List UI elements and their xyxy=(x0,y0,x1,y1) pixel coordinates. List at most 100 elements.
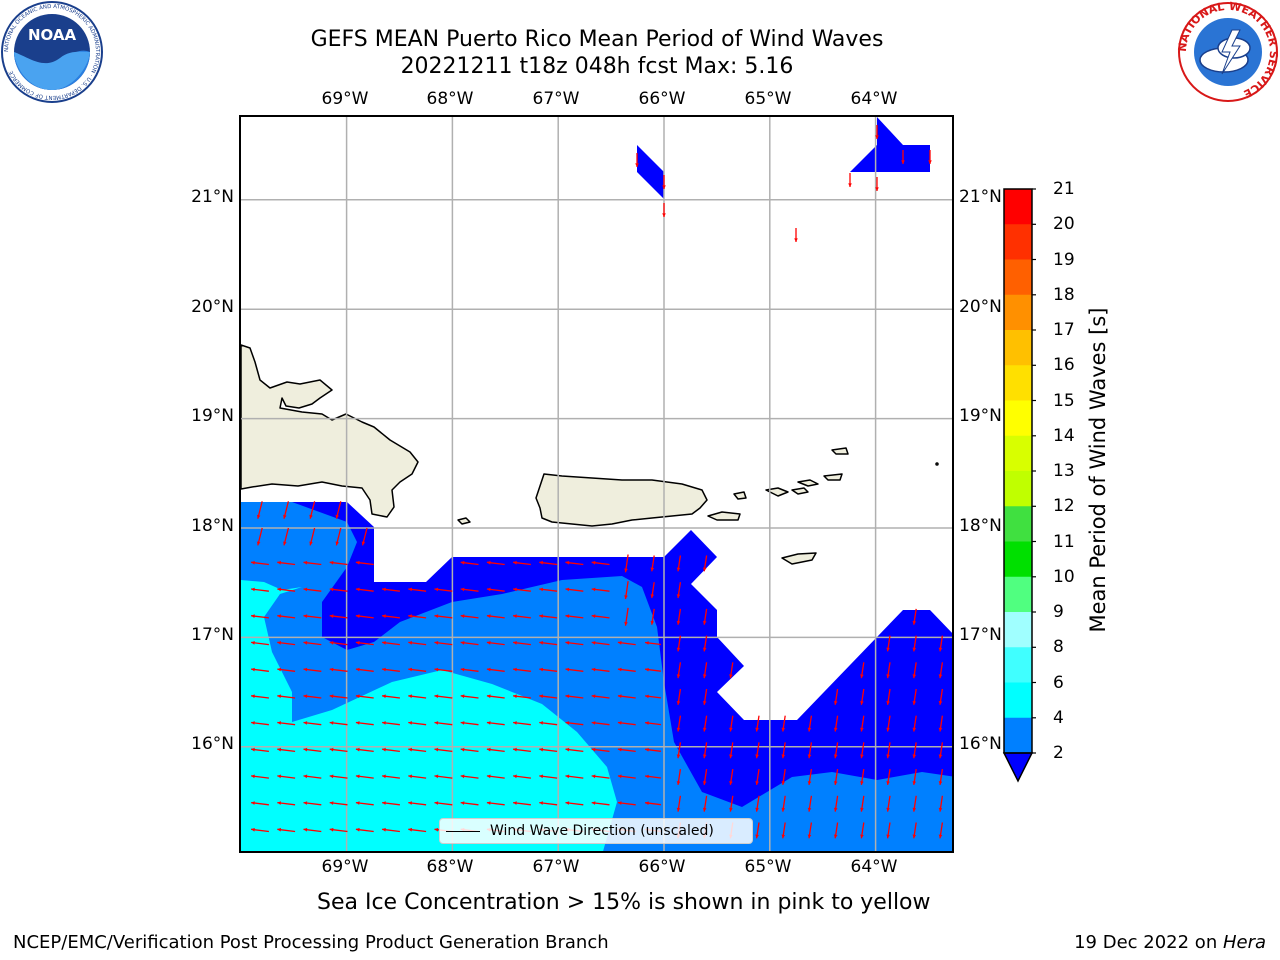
wave-direction-arrowhead xyxy=(539,641,543,645)
wave-direction-arrowhead xyxy=(251,721,255,725)
wave-direction-arrowhead xyxy=(329,721,334,725)
wave-direction-arrowhead xyxy=(303,801,308,805)
wave-direction-arrowhead xyxy=(539,721,543,725)
wave-direction-arrowhead xyxy=(591,774,596,779)
wave-direction-arrowhead xyxy=(624,568,628,573)
wave-direction-arrowhead xyxy=(591,614,596,618)
chart-subtitle-run: 20221211 t18z 048h fcst Max: 5.16 xyxy=(400,54,794,79)
wave-direction-arrowhead xyxy=(645,748,649,752)
wave-direction-arrowhead xyxy=(912,807,917,812)
wave-direction-arrowhead xyxy=(251,694,255,699)
wave-direction-arrowhead xyxy=(729,807,733,812)
wave-direction-arrowhead xyxy=(650,567,655,572)
colorbar-tick-label: 14 xyxy=(1053,425,1075,446)
wave-direction-arrowhead xyxy=(702,781,707,785)
wave-direction-arrowhead xyxy=(886,834,890,839)
lat-label-left: 17°N xyxy=(191,625,234,645)
colorbar-segment xyxy=(1004,717,1032,754)
wave-direction-arrowhead xyxy=(729,674,733,679)
wave-direction-arrowhead xyxy=(309,541,313,546)
wave-direction-arrowhead xyxy=(591,560,596,565)
wave-direction-arrowhead xyxy=(434,667,439,672)
wave-direction-arrowhead xyxy=(938,647,943,652)
wave-direction-arrowhead xyxy=(645,721,649,725)
wave-direction-arrowhead xyxy=(513,560,517,565)
wave-direction-arrowhead xyxy=(251,774,255,779)
wave-direction-arrowhead xyxy=(460,667,465,672)
wave-direction-arrowhead xyxy=(912,834,917,839)
lon-label-bottom: 66°W xyxy=(638,857,686,877)
wave-direction-arrowhead xyxy=(256,541,261,546)
wave-direction-arrowhead xyxy=(912,701,917,705)
wave-direction-arrowhead xyxy=(434,641,439,645)
wave-direction-arrowhead xyxy=(833,781,838,785)
lat-label-left: 20°N xyxy=(191,297,234,317)
colorbar-segment xyxy=(1004,330,1032,366)
credit-date-text: 19 Dec 2022 on xyxy=(1074,932,1223,953)
wave-direction-arrowhead xyxy=(303,747,308,752)
wave-direction-arrowhead xyxy=(408,614,412,618)
noaa-logo-text: NOAA xyxy=(28,26,77,44)
colorbar-tick-label: 8 xyxy=(1053,637,1064,658)
wave-direction-arrowhead xyxy=(303,614,308,618)
wave-direction-arrowhead xyxy=(539,667,543,672)
wave-direction-arrowhead xyxy=(486,774,491,779)
wave-direction-arrowhead xyxy=(565,614,570,618)
land-tortola xyxy=(797,479,819,487)
wave-direction-arrowhead xyxy=(277,614,281,618)
wave-direction-arrowhead xyxy=(283,541,287,546)
wave-direction-arrowhead xyxy=(460,721,465,725)
wave-direction-arrowhead xyxy=(565,694,570,699)
colorbar-segment xyxy=(1004,471,1032,507)
wave-direction-arrowhead xyxy=(513,747,517,752)
colorbar-tick-label: 6 xyxy=(1053,672,1064,693)
wave-direction-arrowhead xyxy=(539,587,543,592)
wave-direction-arrowhead xyxy=(486,587,491,592)
wave-direction-arrowhead xyxy=(277,774,281,779)
lon-label-bottom: 64°W xyxy=(850,857,898,877)
colorbar-tick-label: 15 xyxy=(1053,390,1075,411)
wave-direction-arrowhead xyxy=(513,614,517,618)
land-puerto-rico xyxy=(535,473,708,527)
wave-direction-arrowhead xyxy=(382,694,386,699)
wave-direction-arrowhead xyxy=(729,781,733,785)
wave-direction-arrowhead xyxy=(486,747,491,752)
wave-direction-arrowhead xyxy=(755,754,759,759)
lat-label-left: 19°N xyxy=(191,406,234,426)
lat-label-right: 17°N xyxy=(959,625,1002,645)
land-mona xyxy=(457,517,471,525)
wave-direction-arrowhead xyxy=(676,727,681,732)
wave-direction-arrowhead xyxy=(408,747,412,752)
wave-direction-arrowhead xyxy=(329,614,334,618)
wave-direction-arrowhead xyxy=(355,587,360,592)
wave-direction-arrowhead xyxy=(460,747,465,752)
map-panel xyxy=(239,115,954,853)
wave-direction-arrowhead xyxy=(565,801,570,805)
wave-direction-arrowhead xyxy=(676,807,681,812)
wave-direction-arrowhead xyxy=(408,827,412,832)
wave-direction-arrowhead xyxy=(303,560,308,565)
colorbar-tick-label: 2 xyxy=(1053,743,1064,763)
wave-direction-arrowhead xyxy=(702,620,707,625)
wave-direction-arrowhead xyxy=(486,614,491,618)
wave-direction-arrowhead xyxy=(702,674,707,679)
wave-direction-arrowhead xyxy=(303,774,308,779)
wave-direction-arrowhead xyxy=(361,541,366,546)
wave-direction-arrowhead xyxy=(303,587,308,592)
wave-direction-arrowhead xyxy=(434,614,439,618)
wave-direction-arrowhead xyxy=(303,694,308,699)
wave-direction-arrowhead xyxy=(645,801,649,805)
wave-direction-arrowhead xyxy=(938,727,943,732)
wave-direction-arrowhead xyxy=(329,694,334,699)
wave-direction-arrowhead xyxy=(645,694,649,699)
colorbar-segment xyxy=(1004,576,1032,613)
wave-direction-arrowhead xyxy=(729,754,733,759)
wave-direction-arrowhead xyxy=(702,807,707,812)
wave-direction-arrowhead xyxy=(807,727,812,732)
wave-direction-arrowhead xyxy=(382,774,386,779)
colorbar-tick-label: 9 xyxy=(1053,602,1064,622)
wave-direction-arrowhead xyxy=(591,694,596,699)
wave-direction-arrowhead xyxy=(702,701,707,705)
wave-direction-arrowhead xyxy=(408,587,412,592)
wave-direction-arrowhead xyxy=(355,560,360,565)
